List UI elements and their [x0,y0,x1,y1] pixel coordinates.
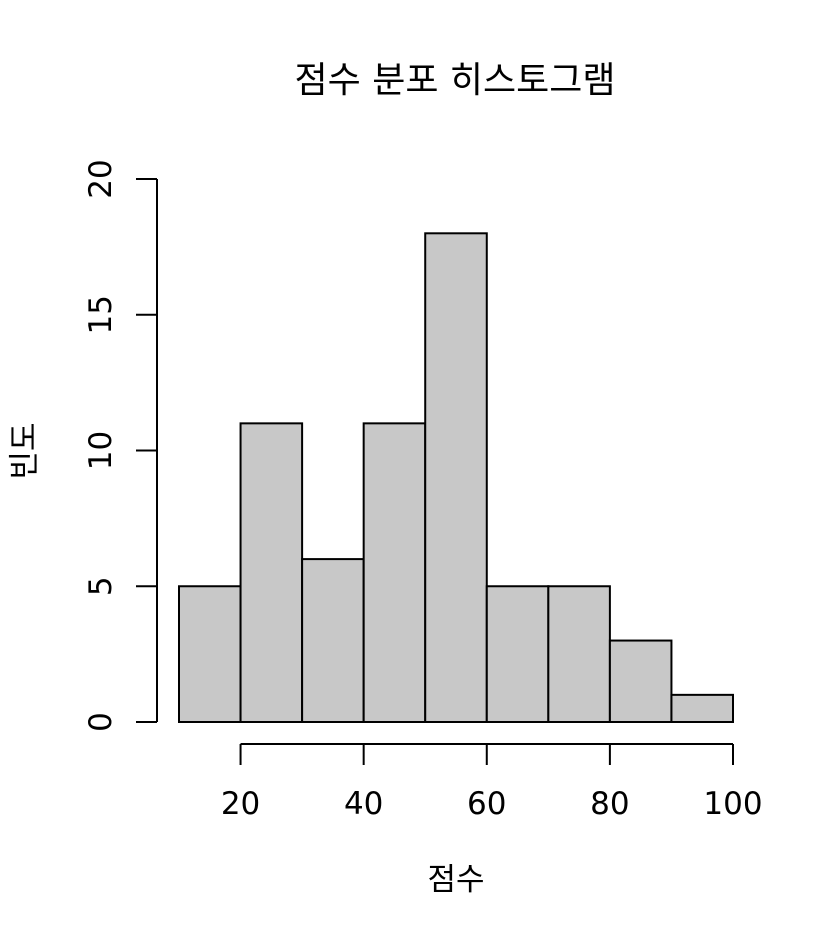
histogram-bar-5 [424,232,488,724]
histogram-bar-7 [547,585,611,723]
histogram-bar-6 [485,585,550,723]
histogram-bar-4 [362,422,427,723]
histogram-bar-9 [670,693,735,723]
y-axis: 0 5 10 15 20 [83,159,158,732]
y-tick-label-10: 10 [83,431,119,470]
histogram-bar-3 [301,558,365,723]
x-tick-label-100: 100 [703,786,762,822]
x-axis-label: 점수 [427,862,484,898]
x-axis: 20 40 60 80 100 [221,743,763,822]
y-tick-label-15: 15 [83,295,119,334]
x-tick-label-80: 80 [590,786,629,822]
y-axis-label: 빈도 [7,422,43,479]
x-tick-label-40: 40 [344,786,383,822]
y-tick-label-5: 5 [83,576,119,596]
x-tick-label-60: 60 [467,786,506,822]
y-tick-label-20: 20 [83,159,119,198]
chart-title: 점수 분포 히스토그램 [295,60,616,101]
histogram-bar-8 [608,639,673,723]
histogram-bar-2 [239,422,304,723]
bars-group [178,232,735,724]
histogram-bar-1 [178,585,242,723]
x-tick-label-20: 20 [221,786,260,822]
y-tick-label-0: 0 [83,712,119,732]
